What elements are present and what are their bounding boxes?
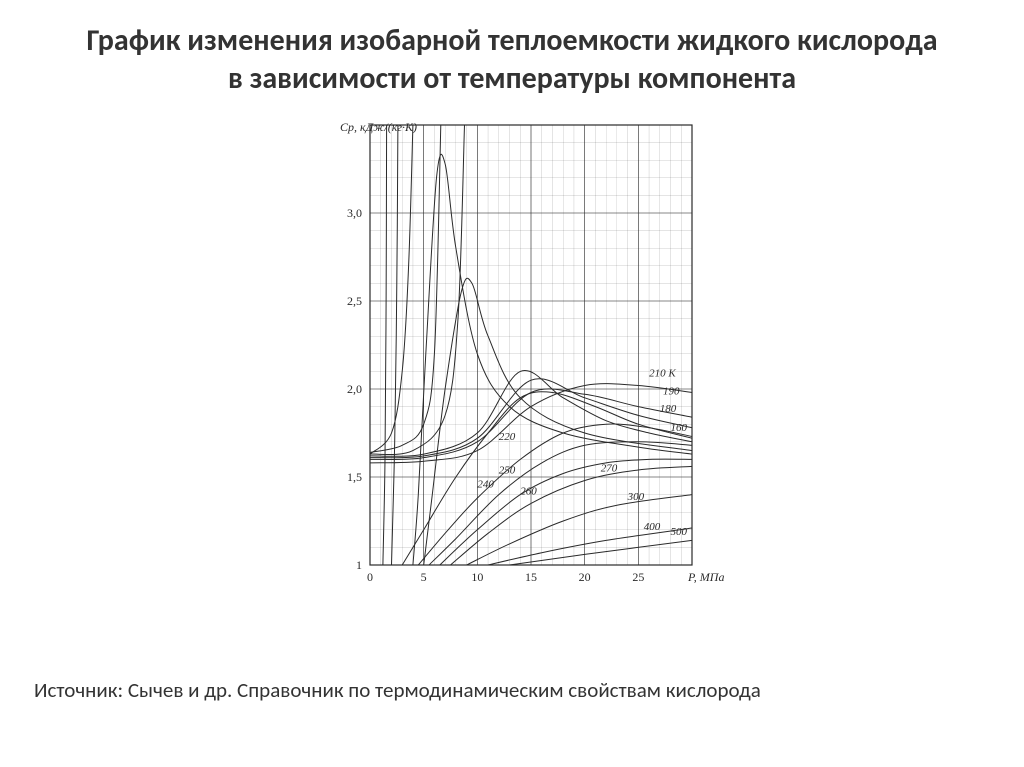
svg-text:2,0: 2,0 xyxy=(347,382,362,396)
series-label: 500 xyxy=(671,526,688,538)
series-label: 160 xyxy=(671,422,688,434)
series-label: 210 К xyxy=(649,368,676,380)
series-label: 240 xyxy=(477,479,494,491)
svg-text:Cp, кДж/(кг·К): Cp, кДж/(кг·К) xyxy=(340,120,417,134)
series-label: 220 xyxy=(499,431,516,443)
series-label: 300 xyxy=(627,491,645,503)
svg-text:1: 1 xyxy=(356,558,362,572)
series-label: 250 xyxy=(499,464,516,476)
svg-text:1,5: 1,5 xyxy=(347,470,362,484)
series-label: 260 xyxy=(520,486,537,498)
svg-text:3,0: 3,0 xyxy=(347,206,362,220)
series-label: 400 xyxy=(644,521,661,533)
svg-text:2,5: 2,5 xyxy=(347,294,362,308)
series-label: 180 xyxy=(660,403,677,415)
svg-text:20: 20 xyxy=(579,570,591,584)
chart-container: 0 5 10 15 20 25 P, МПа 1 1,5 2,0 2,5 3,0 Cp, кДж/(кг… xyxy=(292,105,732,595)
svg-text:P, МПа: P, МПа xyxy=(687,570,724,584)
svg-text:25: 25 xyxy=(632,570,644,584)
heat-capacity-chart: 0 5 10 15 20 25 P, МПа 1 1,5 2,0 2,5 3,0 Cp, кДж/(кг… xyxy=(292,105,732,595)
slide-title: График изменения изобарной теплоемкости … xyxy=(77,22,947,97)
series-label: 270 xyxy=(601,463,618,475)
svg-text:5: 5 xyxy=(421,570,427,584)
source-citation: Источник: Сычев и др. Справочник по терм… xyxy=(34,677,761,703)
svg-text:15: 15 xyxy=(525,570,537,584)
svg-text:0: 0 xyxy=(367,570,373,584)
series-label: 190 xyxy=(663,385,680,397)
svg-text:10: 10 xyxy=(471,570,483,584)
